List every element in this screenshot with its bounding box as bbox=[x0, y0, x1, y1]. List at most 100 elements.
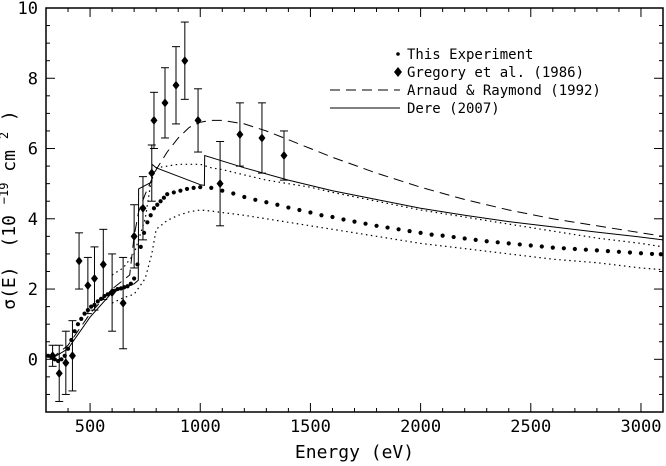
x-tick-labels: 500 1000 1500 2000 2500 3000 bbox=[75, 417, 662, 437]
point-this-experiment bbox=[330, 214, 335, 220]
point-this-experiment bbox=[517, 242, 522, 247]
point-this-experiment bbox=[209, 185, 214, 190]
point-this-experiment bbox=[297, 207, 302, 213]
x-tick-label: 2000 bbox=[400, 417, 441, 437]
point-this-experiment bbox=[627, 250, 633, 255]
point-gregory-et-al-1986 bbox=[84, 281, 92, 291]
point-gregory-et-al-1986 bbox=[90, 274, 98, 284]
point-this-experiment bbox=[616, 249, 622, 254]
point-this-experiment bbox=[65, 346, 71, 351]
series-upper-dotted-band bbox=[111, 163, 663, 276]
y-axis-units-prefix: (10 bbox=[0, 215, 20, 248]
point-this-experiment bbox=[125, 284, 130, 289]
legend-diamond-marker bbox=[394, 67, 402, 77]
point-this-experiment bbox=[638, 251, 644, 256]
point-this-experiment bbox=[98, 296, 104, 301]
point-this-experiment bbox=[605, 249, 611, 254]
point-this-experiment bbox=[440, 233, 445, 238]
point-this-experiment bbox=[286, 205, 291, 210]
x-tick-label: 1500 bbox=[290, 417, 331, 437]
point-this-experiment bbox=[115, 286, 120, 292]
point-this-experiment bbox=[46, 353, 51, 358]
y-axis-units-exp2: 2 bbox=[0, 132, 11, 139]
y-axis-units-exp: −19 bbox=[0, 183, 11, 205]
point-gregory-et-al-1986 bbox=[99, 259, 107, 269]
point-this-experiment bbox=[396, 227, 401, 232]
legend-entry-this-experiment: This Experiment bbox=[396, 47, 533, 63]
point-this-experiment bbox=[231, 191, 236, 196]
x-tick-label: 500 bbox=[75, 417, 106, 437]
point-this-experiment bbox=[451, 234, 456, 240]
point-this-experiment bbox=[572, 246, 577, 252]
legend: This Experiment Gregory et al. (1986) Ar… bbox=[330, 47, 601, 117]
point-this-experiment bbox=[473, 237, 478, 242]
point-this-experiment bbox=[341, 217, 346, 222]
y-axis-symbol: σ(E) bbox=[0, 266, 20, 309]
point-gregory-et-al-1986 bbox=[236, 129, 244, 139]
point-this-experiment bbox=[550, 245, 555, 250]
point-this-experiment bbox=[363, 221, 368, 226]
point-this-experiment bbox=[95, 299, 100, 304]
x-tick-label: 1000 bbox=[180, 417, 221, 437]
point-this-experiment bbox=[242, 194, 247, 200]
point-gregory-et-al-1986 bbox=[62, 358, 70, 368]
point-gregory-et-al-1986 bbox=[172, 80, 180, 90]
point-gregory-et-al-1986 bbox=[119, 298, 127, 308]
x-tick-label: 3000 bbox=[620, 417, 661, 437]
point-this-experiment bbox=[178, 188, 183, 193]
y-tick-label: 2 bbox=[28, 280, 38, 300]
point-this-experiment bbox=[171, 190, 176, 195]
y-axis-units-mid: cm bbox=[0, 150, 20, 172]
point-this-experiment bbox=[148, 213, 153, 218]
point-this-experiment bbox=[198, 185, 203, 190]
y-tick-label: 10 bbox=[18, 0, 38, 19]
point-this-experiment bbox=[264, 200, 269, 205]
point-this-experiment bbox=[151, 206, 157, 211]
y-axis-units-suffix: ) bbox=[0, 110, 20, 121]
x-axis-title: Energy (eV) bbox=[295, 442, 414, 463]
point-this-experiment bbox=[59, 357, 64, 362]
series-dere-2007 bbox=[50, 154, 663, 360]
series-lower-dotted-band bbox=[111, 209, 663, 304]
point-this-experiment bbox=[128, 281, 133, 286]
point-this-experiment bbox=[319, 213, 324, 218]
series-layer bbox=[46, 21, 663, 402]
point-this-experiment bbox=[594, 248, 599, 253]
point-gregory-et-al-1986 bbox=[148, 168, 156, 178]
point-this-experiment bbox=[649, 251, 655, 257]
point-this-experiment bbox=[253, 197, 258, 202]
legend-dot-marker bbox=[396, 52, 400, 56]
point-gregory-et-al-1986 bbox=[55, 368, 63, 378]
point-gregory-et-al-1986 bbox=[181, 56, 189, 66]
point-this-experiment bbox=[191, 185, 196, 190]
point-this-experiment bbox=[352, 219, 357, 224]
point-this-experiment bbox=[658, 252, 663, 257]
point-this-experiment bbox=[118, 286, 124, 291]
legend-entry-arnaud: Arnaud & Raymond (1992) bbox=[330, 83, 601, 99]
point-this-experiment bbox=[561, 246, 566, 251]
point-gregory-et-al-1986 bbox=[139, 203, 147, 213]
point-this-experiment bbox=[161, 195, 166, 200]
point-this-experiment bbox=[407, 228, 412, 234]
y-tick-label: 8 bbox=[28, 69, 38, 89]
point-this-experiment bbox=[528, 243, 533, 248]
point-this-experiment bbox=[79, 316, 84, 322]
point-this-experiment bbox=[132, 276, 137, 281]
point-this-experiment bbox=[418, 230, 423, 235]
point-this-experiment bbox=[462, 236, 467, 241]
point-gregory-et-al-1986 bbox=[280, 151, 288, 161]
legend-entry-gregory: Gregory et al. (1986) bbox=[394, 65, 584, 81]
point-this-experiment bbox=[145, 220, 150, 225]
point-gregory-et-al-1986 bbox=[130, 231, 138, 241]
point-this-experiment bbox=[385, 225, 390, 230]
y-tick-labels: 0 2 4 6 8 10 bbox=[18, 0, 38, 370]
point-this-experiment bbox=[583, 247, 588, 252]
point-this-experiment bbox=[506, 241, 511, 246]
point-this-experiment bbox=[155, 202, 160, 207]
point-this-experiment bbox=[308, 210, 313, 215]
point-gregory-et-al-1986 bbox=[49, 351, 57, 361]
point-this-experiment bbox=[495, 240, 500, 245]
legend-label-gregory: Gregory et al. (1986) bbox=[407, 65, 584, 81]
point-this-experiment bbox=[220, 188, 225, 193]
